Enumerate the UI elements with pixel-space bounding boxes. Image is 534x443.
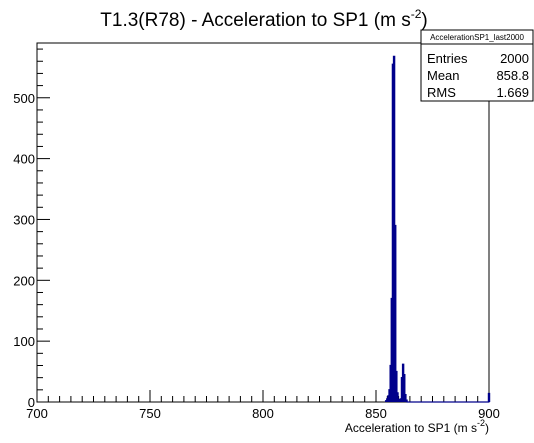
x-tick-label: 800 xyxy=(252,406,274,421)
y-tick-label: 400 xyxy=(13,152,35,167)
y-tick-labels: 0 100 200 300 400 500 xyxy=(13,91,35,410)
stats-box: AccelerationSP1_last2000 Entries 2000 Me… xyxy=(420,29,534,102)
y-tick-label: 100 xyxy=(13,334,35,349)
stats-label-mean: Mean xyxy=(427,68,460,83)
x-tick-label: 700 xyxy=(26,406,48,421)
x-tick-labels: 700 750 800 850 900 xyxy=(26,406,500,421)
axis-ticks xyxy=(36,48,490,403)
y-tick-label: 500 xyxy=(13,91,35,106)
chart-title: T1.3(R78) - Acceleration to SP1 (m s-2) xyxy=(100,7,427,31)
stats-box-border xyxy=(420,29,534,102)
stats-box-name: AccelerationSP1_last2000 xyxy=(430,33,524,42)
y-tick-label: 0 xyxy=(28,395,35,410)
x-axis-label: Acceleration to SP1 (m s-2) xyxy=(345,418,489,435)
stats-value-rms: 1.669 xyxy=(496,85,529,100)
stats-label-rms: RMS xyxy=(427,85,456,100)
x-tick-label: 750 xyxy=(139,406,161,421)
y-tick-label: 300 xyxy=(13,212,35,227)
y-tick-label: 200 xyxy=(13,273,35,288)
stats-value-entries: 2000 xyxy=(500,51,529,66)
histogram-outline xyxy=(384,55,491,403)
stats-value-mean: 858.8 xyxy=(496,68,529,83)
x-tick-label: 850 xyxy=(365,406,387,421)
x-tick-label: 900 xyxy=(478,406,500,421)
stats-label-entries: Entries xyxy=(427,51,468,66)
histogram-bins xyxy=(386,56,490,402)
